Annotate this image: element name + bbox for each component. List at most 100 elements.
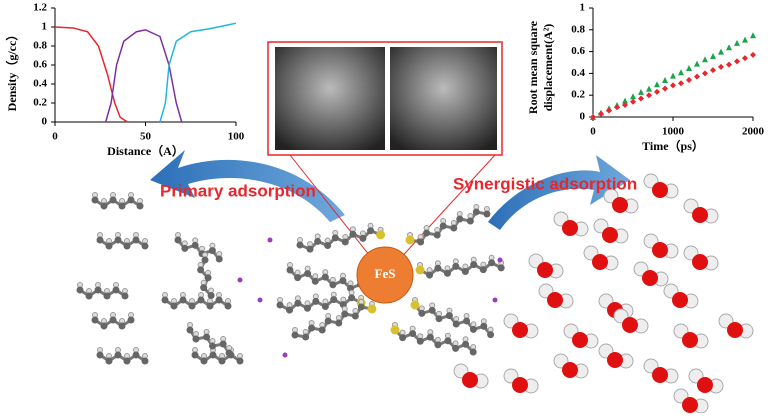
atom-c bbox=[359, 234, 367, 242]
atom-c bbox=[121, 292, 129, 300]
data-point bbox=[606, 107, 612, 114]
atom-c bbox=[191, 241, 199, 249]
data-point bbox=[734, 58, 740, 65]
data-point bbox=[646, 92, 652, 99]
atom-c bbox=[207, 291, 215, 299]
y-tick-label: 0.2 bbox=[33, 97, 47, 109]
data-point bbox=[742, 36, 748, 43]
atom-c bbox=[123, 242, 131, 250]
atom-c bbox=[418, 309, 426, 317]
atom-c bbox=[321, 273, 329, 281]
atom-c bbox=[296, 241, 304, 249]
atom-c bbox=[96, 351, 104, 359]
atom-c bbox=[294, 274, 302, 282]
bond bbox=[419, 261, 502, 277]
x-tick-label: 1000 bbox=[662, 126, 685, 138]
atom-o bbox=[537, 262, 553, 278]
sem-image bbox=[390, 47, 497, 150]
atom-o bbox=[692, 254, 708, 270]
y-tick-label: 0.8 bbox=[571, 23, 585, 35]
atom-c bbox=[434, 341, 442, 349]
atom-c bbox=[435, 315, 443, 323]
bond bbox=[393, 328, 475, 354]
atom-c bbox=[170, 302, 178, 310]
atom-c bbox=[331, 234, 339, 242]
atom-o bbox=[692, 207, 708, 223]
data-point bbox=[702, 56, 708, 63]
atom-c bbox=[132, 351, 140, 359]
data-point bbox=[662, 85, 668, 92]
data-point bbox=[622, 102, 628, 109]
atom-c bbox=[103, 292, 111, 300]
atom-o bbox=[622, 317, 638, 333]
atom-c bbox=[312, 297, 320, 305]
atom-c bbox=[479, 266, 487, 274]
atom-o bbox=[652, 367, 668, 383]
y-tick-label: 0 bbox=[580, 111, 586, 123]
atom-c bbox=[132, 236, 140, 244]
atom-c bbox=[330, 296, 338, 304]
y-tick-label: 0.4 bbox=[33, 78, 47, 90]
atom-s bbox=[415, 265, 425, 275]
atom-c bbox=[311, 277, 319, 285]
atom-c bbox=[324, 242, 332, 250]
atom-c bbox=[225, 349, 233, 357]
atom-c bbox=[423, 229, 431, 237]
atom-c bbox=[208, 247, 216, 255]
atom-c bbox=[181, 244, 189, 252]
atom-c bbox=[286, 306, 294, 314]
atom-c bbox=[204, 274, 212, 282]
y-tick-label: 0 bbox=[42, 116, 48, 128]
data-point bbox=[750, 32, 756, 39]
atom-c bbox=[308, 324, 316, 332]
atom-c bbox=[306, 245, 314, 253]
atom-c bbox=[114, 351, 122, 359]
atom-c bbox=[488, 259, 496, 267]
atom-c bbox=[197, 296, 205, 304]
data-point bbox=[654, 88, 660, 95]
atom-c bbox=[118, 202, 126, 210]
atom-c bbox=[461, 267, 469, 275]
atom-c bbox=[303, 304, 311, 312]
atom-c bbox=[179, 296, 187, 304]
fes-label: FeS bbox=[375, 266, 396, 281]
atom-c bbox=[100, 322, 108, 330]
atom-c bbox=[100, 202, 108, 210]
atom-s bbox=[405, 235, 415, 245]
atom-c bbox=[428, 306, 436, 314]
atom-c bbox=[357, 303, 365, 311]
data-point bbox=[726, 44, 732, 51]
x-tick-label: 0 bbox=[52, 131, 58, 143]
atom-o bbox=[562, 362, 578, 378]
x-tick-label: 50 bbox=[140, 131, 152, 143]
atom-o bbox=[672, 292, 688, 308]
atom-c bbox=[472, 208, 480, 216]
x-axis-label: Time（ps） bbox=[642, 138, 704, 153]
atom-c bbox=[291, 331, 299, 339]
atom-c bbox=[443, 269, 451, 277]
y-tick-label: 0.6 bbox=[571, 45, 585, 57]
data-point bbox=[638, 88, 644, 95]
arrow-left bbox=[150, 150, 345, 222]
y-axis-label: displacement(A²) bbox=[541, 24, 555, 112]
ion bbox=[267, 237, 273, 243]
atom-c bbox=[497, 264, 505, 272]
atom-c bbox=[463, 317, 471, 325]
atom-c bbox=[209, 342, 217, 350]
data-line bbox=[54, 26, 128, 123]
atom-c bbox=[452, 320, 460, 328]
atom-c bbox=[76, 286, 84, 294]
atom-c bbox=[426, 333, 434, 341]
atom-c bbox=[324, 317, 332, 325]
y-axis-label: Density（g/cc） bbox=[4, 29, 19, 112]
atom-c bbox=[409, 330, 417, 338]
data-line bbox=[104, 29, 183, 123]
atom-c bbox=[127, 196, 135, 204]
atom-c bbox=[200, 284, 208, 292]
atom-c bbox=[483, 210, 491, 218]
atom-c bbox=[439, 222, 447, 230]
atom-c bbox=[94, 286, 102, 294]
data-point bbox=[694, 73, 700, 80]
atom-o bbox=[547, 292, 563, 308]
atom-c bbox=[201, 256, 209, 264]
